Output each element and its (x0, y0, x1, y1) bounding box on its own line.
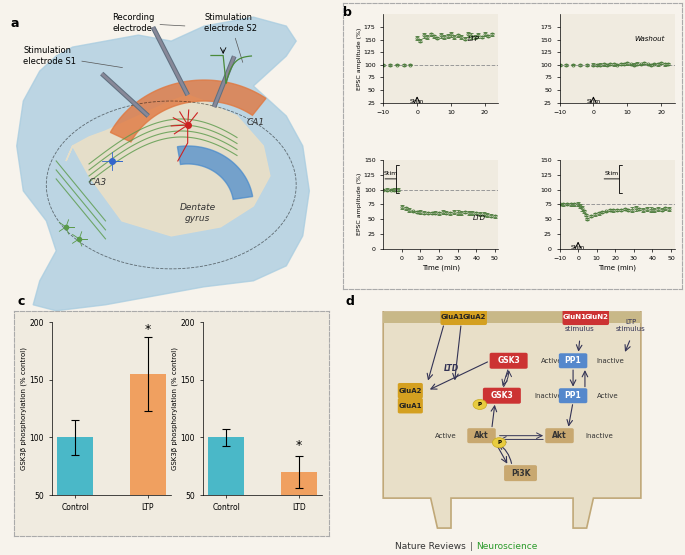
Text: |: | (467, 542, 476, 551)
Text: *: * (145, 323, 151, 336)
Text: CA1: CA1 (247, 118, 265, 127)
Polygon shape (16, 17, 310, 311)
Text: GluA2: GluA2 (463, 314, 486, 320)
Text: Active: Active (541, 358, 562, 364)
FancyBboxPatch shape (398, 383, 423, 398)
Circle shape (493, 438, 506, 448)
Text: Inactive: Inactive (597, 358, 625, 364)
Text: Recording
electrode: Recording electrode (112, 13, 185, 33)
FancyBboxPatch shape (545, 428, 574, 443)
Text: PP1: PP1 (564, 356, 582, 365)
Polygon shape (66, 95, 270, 236)
Polygon shape (110, 80, 266, 142)
Text: Akt: Akt (552, 431, 566, 440)
Text: Stim: Stim (571, 245, 585, 250)
Text: LTP
stimulus: LTP stimulus (616, 319, 645, 332)
Text: Stim: Stim (384, 171, 398, 176)
Text: PP1: PP1 (564, 391, 582, 400)
Text: GSK3: GSK3 (490, 391, 513, 400)
Text: d: d (346, 295, 355, 308)
X-axis label: Time (min): Time (min) (422, 264, 460, 270)
Text: Stimulation
electrode S1: Stimulation electrode S1 (23, 47, 123, 68)
Polygon shape (177, 146, 253, 199)
Text: GluA1: GluA1 (441, 314, 464, 320)
Bar (129, 374, 166, 553)
Text: b: b (343, 6, 352, 18)
Text: GluN2: GluN2 (585, 314, 609, 320)
Text: Active: Active (434, 433, 456, 438)
Circle shape (473, 400, 486, 410)
FancyBboxPatch shape (504, 465, 537, 481)
Text: GSK3: GSK3 (497, 356, 520, 365)
Bar (208, 437, 245, 553)
Text: P: P (497, 440, 501, 445)
Text: Active: Active (597, 393, 619, 398)
Text: c: c (17, 295, 25, 308)
Text: Washout: Washout (634, 36, 664, 42)
FancyBboxPatch shape (559, 388, 587, 403)
Bar (383, 312, 641, 323)
Text: *: * (296, 440, 302, 452)
Bar (281, 472, 317, 553)
Text: GluN1: GluN1 (563, 314, 587, 320)
Text: Pi3K: Pi3K (511, 468, 530, 478)
Text: LTD: LTD (473, 215, 486, 221)
Text: LTD
stimulus: LTD stimulus (565, 319, 595, 332)
FancyBboxPatch shape (467, 428, 496, 443)
Text: GluA1: GluA1 (399, 403, 422, 408)
X-axis label: Time (min): Time (min) (598, 264, 636, 270)
Y-axis label: EPSC amplitude (%): EPSC amplitude (%) (358, 27, 362, 90)
Text: a: a (10, 17, 18, 30)
Text: P: P (478, 402, 482, 407)
FancyBboxPatch shape (490, 353, 527, 369)
Text: Stim: Stim (604, 171, 619, 176)
FancyBboxPatch shape (462, 309, 487, 325)
FancyBboxPatch shape (559, 353, 587, 369)
FancyBboxPatch shape (440, 309, 465, 325)
Polygon shape (383, 311, 641, 528)
Text: Akt: Akt (474, 431, 489, 440)
Text: LTP: LTP (468, 36, 479, 42)
Y-axis label: GSK3β phosphorylation (% control): GSK3β phosphorylation (% control) (171, 347, 178, 470)
FancyBboxPatch shape (584, 309, 609, 325)
Text: Stim: Stim (410, 99, 424, 104)
Y-axis label: GSK3β phosphorylation (% control): GSK3β phosphorylation (% control) (20, 347, 27, 470)
Text: Stim: Stim (586, 99, 601, 104)
Bar (57, 437, 93, 553)
Text: Inactive: Inactive (585, 433, 612, 438)
Text: GluA2: GluA2 (399, 388, 422, 393)
FancyBboxPatch shape (398, 398, 423, 413)
Text: Neuroscience: Neuroscience (476, 542, 538, 551)
Text: CA3: CA3 (89, 178, 107, 187)
FancyBboxPatch shape (562, 309, 587, 325)
Text: Stimulation
electrode S2: Stimulation electrode S2 (204, 13, 257, 62)
Text: Nature Reviews: Nature Reviews (395, 542, 466, 551)
Text: LTD: LTD (444, 364, 460, 373)
FancyBboxPatch shape (483, 388, 521, 403)
Text: Inactive: Inactive (534, 393, 562, 398)
Y-axis label: EPSC amplitude (%): EPSC amplitude (%) (358, 173, 362, 235)
Text: Dentate
gyrus: Dentate gyrus (179, 204, 216, 223)
